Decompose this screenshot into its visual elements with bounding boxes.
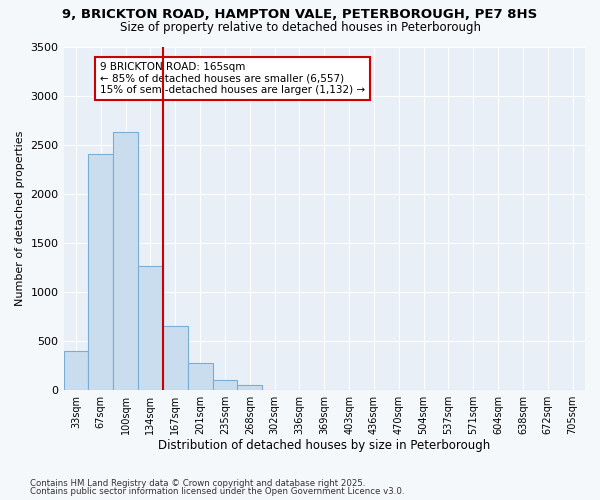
Y-axis label: Number of detached properties: Number of detached properties <box>15 130 25 306</box>
Text: 9, BRICKTON ROAD, HAMPTON VALE, PETERBOROUGH, PE7 8HS: 9, BRICKTON ROAD, HAMPTON VALE, PETERBOR… <box>62 8 538 20</box>
Bar <box>212 380 238 390</box>
Bar <box>88 154 113 390</box>
Text: Contains HM Land Registry data © Crown copyright and database right 2025.: Contains HM Land Registry data © Crown c… <box>30 478 365 488</box>
Text: 9 BRICKTON ROAD: 165sqm
← 85% of detached houses are smaller (6,557)
15% of semi: 9 BRICKTON ROAD: 165sqm ← 85% of detache… <box>100 62 365 95</box>
X-axis label: Distribution of detached houses by size in Peterborough: Distribution of detached houses by size … <box>158 440 490 452</box>
Bar <box>163 326 188 390</box>
Text: Contains public sector information licensed under the Open Government Licence v3: Contains public sector information licen… <box>30 487 404 496</box>
Bar <box>113 132 138 390</box>
Bar <box>238 385 262 390</box>
Bar <box>138 266 163 390</box>
Bar <box>64 352 88 390</box>
Bar <box>188 363 212 390</box>
Text: Size of property relative to detached houses in Peterborough: Size of property relative to detached ho… <box>119 21 481 34</box>
